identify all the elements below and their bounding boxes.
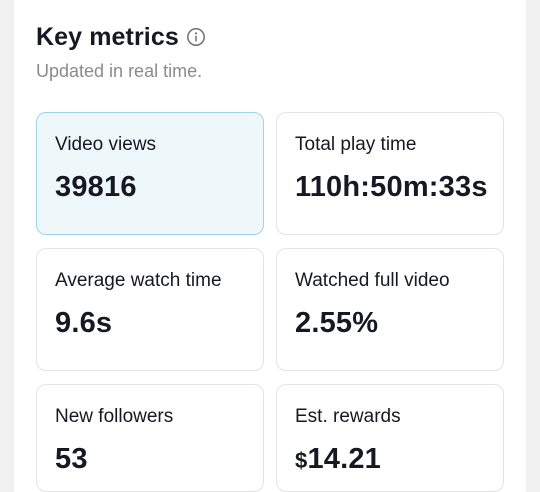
currency-symbol: $ bbox=[295, 448, 308, 473]
key-metrics-panel: Key metrics Updated in real time. Video … bbox=[14, 0, 526, 492]
page-subtitle: Updated in real time. bbox=[36, 61, 203, 81]
metric-card-total-play-time[interactable]: Total play time 110h:50m:33s bbox=[276, 112, 504, 235]
metric-label: New followers bbox=[55, 406, 174, 427]
metric-value: 9.6s bbox=[55, 307, 113, 339]
metric-label: Total play time bbox=[295, 134, 417, 155]
key-metrics-header: Key metrics Updated in real time. bbox=[36, 20, 206, 83]
metric-card-new-followers[interactable]: New followers 53 bbox=[36, 384, 264, 492]
metric-card-average-watch-time[interactable]: Average watch time 9.6s bbox=[36, 248, 264, 371]
metric-value: 39816 bbox=[55, 171, 137, 203]
metric-card-watched-full-video[interactable]: Watched full video 2.55% bbox=[276, 248, 504, 371]
metric-label: Est. rewards bbox=[295, 406, 401, 427]
title-row: Key metrics bbox=[36, 20, 206, 54]
metric-value: 2.55% bbox=[295, 307, 379, 339]
metric-label: Average watch time bbox=[55, 270, 222, 291]
metric-label: Video views bbox=[55, 134, 157, 155]
metric-card-video-views[interactable]: Video views 39816 bbox=[36, 112, 264, 235]
metric-value: 110h:50m:33s bbox=[295, 171, 488, 203]
metric-value: $14.21 bbox=[295, 441, 503, 479]
info-icon[interactable] bbox=[186, 27, 206, 47]
rewards-amount: 14.21 bbox=[307, 443, 382, 475]
metric-label: Watched full video bbox=[295, 270, 450, 291]
metric-card-est-rewards[interactable]: Est. rewards $14.21 bbox=[276, 384, 504, 492]
page-title: Key metrics bbox=[36, 23, 179, 51]
metric-value: 53 bbox=[55, 443, 88, 475]
